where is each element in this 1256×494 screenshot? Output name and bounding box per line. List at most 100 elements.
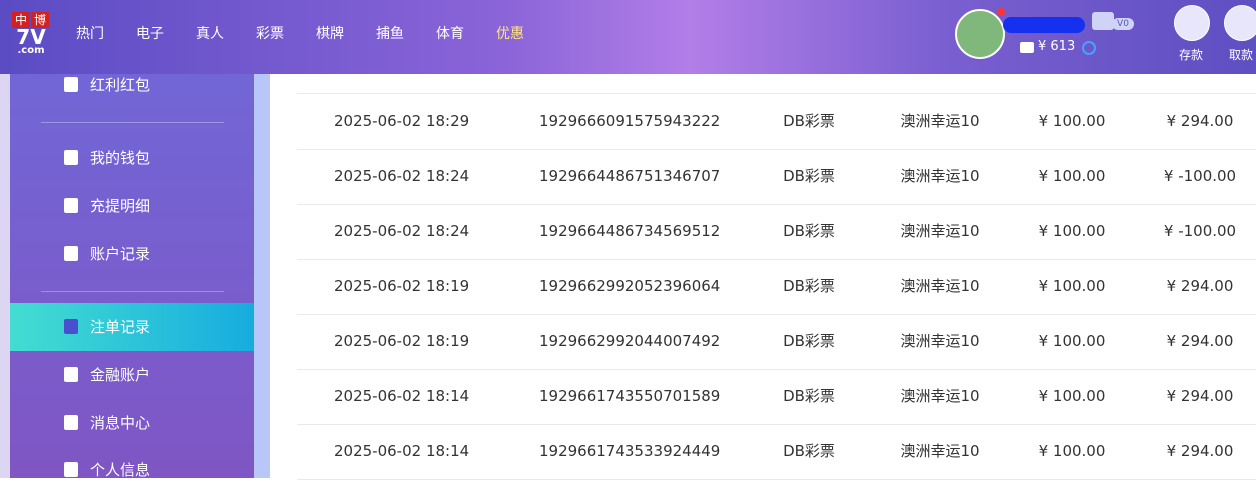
table-cell: ¥ 100.00 (1038, 112, 1106, 130)
nav-item[interactable]: 捕鱼 (376, 26, 404, 42)
table-cell: ¥ 294.00 (1166, 387, 1234, 405)
menu-label[interactable]: 金融账户 (90, 366, 151, 384)
table-cell: 2025-06-02 18:29 (334, 112, 470, 130)
table-row: 2025-06-02 18:19 1929662992052396064 DB彩票 澳… (297, 259, 1256, 315)
logo-char: 中 (12, 12, 30, 28)
menu-label[interactable]: 个人信息 (90, 461, 151, 479)
menu-label[interactable]: 红利红包 (90, 76, 151, 94)
table-cell: DB彩票 (783, 112, 835, 130)
table-cell: ¥ 100.00 (1038, 442, 1106, 460)
nav-item[interactable]: 热门 (76, 26, 104, 42)
action-label[interactable]: 取款 (1228, 48, 1253, 62)
table-cell: 2025-06-02 18:24 (334, 222, 470, 240)
table-row: 2025-06-02 18:29 1929666091575943222 DB彩票 澳… (297, 94, 1256, 150)
table-cell: ¥ 294.00 (1166, 332, 1234, 350)
menu-item[interactable]: 消息中心 (10, 399, 254, 447)
refresh[interactable] (1082, 41, 1096, 55)
menu-label[interactable]: 消息中心 (90, 414, 151, 432)
action-label[interactable]: 存款 (1178, 48, 1203, 62)
table-cell: ¥ 100.00 (1038, 167, 1106, 185)
crown (1092, 12, 1114, 30)
menu-icon (64, 415, 78, 430)
menu-label[interactable]: 注单记录 (90, 318, 151, 336)
table-cell: 2025-06-02 18:14 (334, 442, 470, 460)
page: 中 博 7V .com 热门 电子 真人 彩票 棋牌 捕鱼 体育 优惠 V0 ¥ 613 存款… (0, 0, 1256, 480)
table-cell: ¥ 100.00 (1038, 277, 1106, 295)
menu-icon (64, 462, 78, 477)
action-icon[interactable] (1224, 5, 1256, 41)
table-cell: 1929661743550701589 (539, 387, 721, 405)
table-cell: 澳洲幸运10 (900, 277, 980, 295)
table-cell: DB彩票 (783, 442, 835, 460)
menu-item[interactable]: 个人信息 (10, 446, 254, 494)
logo-char: 博 (31, 12, 49, 28)
edge (0, 74, 10, 478)
table-cell: 1929666091575943222 (539, 112, 721, 130)
nav-item[interactable]: 电子 (136, 26, 164, 42)
divider (41, 122, 224, 123)
action-icon[interactable] (1174, 5, 1210, 41)
table-cell: 1929661743533924449 (539, 442, 721, 460)
nav-item[interactable]: 彩票 (256, 26, 284, 42)
logo-brand[interactable]: 7V (16, 25, 46, 49)
table-cell: 澳洲幸运10 (900, 332, 980, 350)
strip (254, 74, 270, 478)
table-row: 2025-06-02 18:14 1929661743550701589 DB彩票 澳… (297, 369, 1256, 425)
menu-icon (64, 367, 78, 382)
menu-item[interactable]: 我的钱包 (10, 134, 254, 182)
wallet-icon (1020, 42, 1034, 53)
nav-item[interactable]: 优惠 (496, 26, 524, 42)
table-cell: 1929662992052396064 (539, 277, 721, 295)
table-cell: ¥ 294.00 (1166, 112, 1234, 130)
table-cell: ¥ 100.00 (1038, 387, 1106, 405)
divider (41, 291, 224, 292)
menu-icon (64, 319, 78, 334)
table-cell: 1929664486751346707 (539, 167, 721, 185)
header: 中 博 7V .com 热门 电子 真人 彩票 棋牌 捕鱼 体育 优惠 V0 ¥ 613 存款… (0, 0, 1256, 74)
nav-item[interactable]: 棋牌 (316, 26, 344, 42)
table-cell: 1929664486734569512 (539, 222, 721, 240)
table-cell: 澳洲幸运10 (900, 112, 980, 130)
table-cell: DB彩票 (783, 277, 835, 295)
table-cell: 2025-06-02 18:14 (334, 387, 470, 405)
redaction (1003, 17, 1085, 33)
menu-item[interactable]: 红利红包 (10, 61, 254, 109)
table-cell: ¥ -100.00 (1163, 167, 1237, 185)
table-row: 2025-06-02 18:19 1929662992044007492 DB彩票 澳… (297, 314, 1256, 370)
logo-domain: .com (17, 45, 45, 56)
menu-label[interactable]: 充提明细 (90, 197, 151, 215)
table-cell: DB彩票 (783, 222, 835, 240)
table-cell: ¥ -100.00 (1163, 222, 1237, 240)
table-cell: 澳洲幸运10 (900, 167, 980, 185)
table-cell: 1929662992044007492 (539, 332, 721, 350)
table-cell: 2025-06-02 18:19 (334, 277, 470, 295)
vip-level: V0 (1112, 18, 1134, 30)
nav-item[interactable]: 真人 (196, 26, 224, 42)
menu-label[interactable]: 我的钱包 (90, 149, 151, 167)
table-cell: DB彩票 (783, 167, 835, 185)
table-cell: DB彩票 (783, 332, 835, 350)
menu-item[interactable]: 账户记录 (10, 230, 254, 278)
menu-icon (64, 198, 78, 213)
avatar[interactable] (955, 9, 1005, 59)
row-line (297, 93, 1256, 94)
table-cell: ¥ 100.00 (1038, 332, 1106, 350)
balance: ¥ 613 (1038, 39, 1076, 54)
nav-item[interactable]: 体育 (436, 26, 464, 42)
table-cell: 澳洲幸运10 (900, 387, 980, 405)
table-cell: 2025-06-02 18:19 (334, 332, 470, 350)
table-cell: ¥ 100.00 (1038, 222, 1106, 240)
menu-icon (64, 246, 78, 261)
menu-item[interactable]: 金融账户 (10, 351, 254, 399)
menu-icon (64, 150, 78, 165)
menu-icon (64, 77, 78, 92)
table-cell: 澳洲幸运10 (900, 442, 980, 460)
table-cell: 澳洲幸运10 (900, 222, 980, 240)
table-row: 2025-06-02 18:24 1929664486734569512 DB彩票 澳… (297, 204, 1256, 260)
menu-item[interactable]: 注单记录 (10, 303, 254, 351)
badge (997, 8, 1005, 16)
menu-item[interactable]: 充提明细 (10, 182, 254, 230)
table-cell: DB彩票 (783, 387, 835, 405)
sidebar: 红利红包我的钱包充提明细账户记录注单记录金融账户消息中心个人信息 (10, 74, 254, 479)
menu-label[interactable]: 账户记录 (90, 245, 151, 263)
